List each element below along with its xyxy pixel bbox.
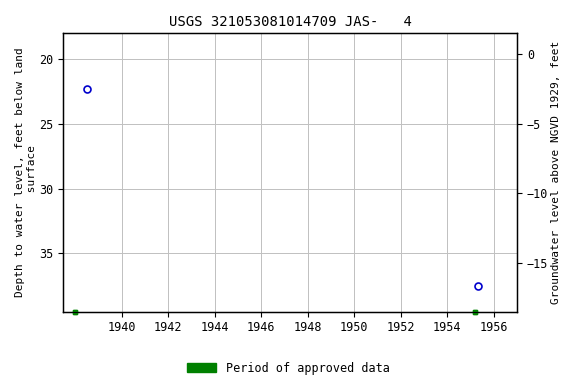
Title: USGS 321053081014709 JAS-   4: USGS 321053081014709 JAS- 4 <box>169 15 412 29</box>
Legend: Period of approved data: Period of approved data <box>183 358 393 378</box>
Y-axis label: Groundwater level above NGVD 1929, feet: Groundwater level above NGVD 1929, feet <box>551 41 561 304</box>
Y-axis label: Depth to water level, feet below land
 surface: Depth to water level, feet below land su… <box>15 48 37 297</box>
